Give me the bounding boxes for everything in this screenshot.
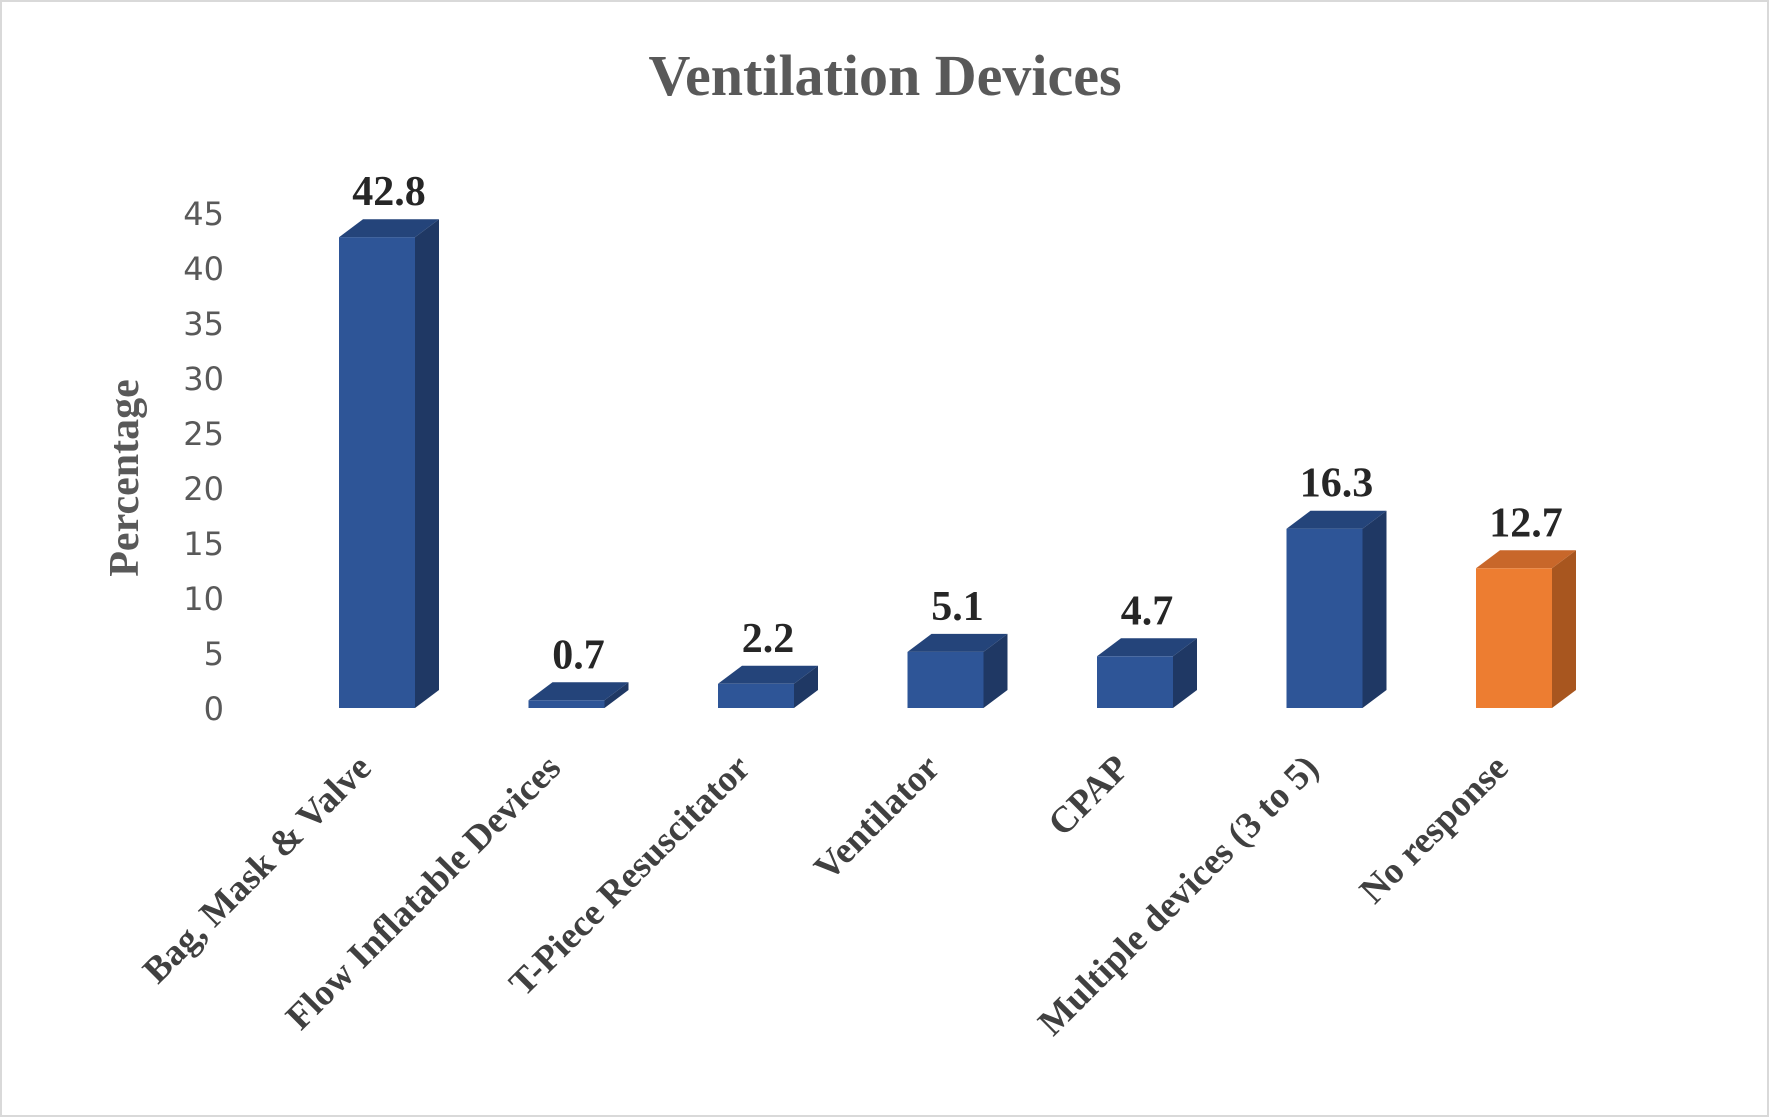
y-axis-ticks: 0 5 10 15 20 25 30 35 40 45 bbox=[183, 195, 224, 728]
bar-top-face bbox=[339, 219, 439, 238]
x-category-label: No response bbox=[1352, 747, 1516, 911]
data-label: 12.7 bbox=[1489, 500, 1563, 546]
bar-front-face bbox=[1286, 528, 1363, 708]
bar bbox=[1476, 550, 1576, 708]
bar-top-face bbox=[528, 682, 629, 701]
bar-top-face bbox=[907, 633, 1008, 652]
bar-side-face bbox=[604, 682, 629, 708]
x-category-label: CPAP bbox=[1041, 747, 1138, 844]
y-axis-label: Percentage bbox=[102, 379, 148, 576]
y-tick-label: 5 bbox=[204, 635, 224, 673]
y-tick-label: 30 bbox=[183, 360, 224, 398]
bar-front-face bbox=[1097, 656, 1173, 708]
y-tick-label: 40 bbox=[183, 250, 224, 288]
bar-side-face bbox=[1173, 638, 1197, 708]
bar bbox=[718, 665, 818, 708]
bar-side-face bbox=[1362, 510, 1387, 708]
bar-side-face bbox=[1552, 550, 1576, 708]
data-label: 5.1 bbox=[931, 584, 984, 630]
y-tick-label: 35 bbox=[183, 305, 224, 343]
bar-top-face bbox=[1286, 510, 1387, 529]
data-labels: 42.8 0.7 2.2 5.1 4.7 16.3 12.7 bbox=[352, 169, 1563, 678]
bar-front-face bbox=[907, 651, 984, 708]
bar-top-face bbox=[1476, 550, 1576, 569]
bar bbox=[1097, 638, 1197, 708]
bar-front-face bbox=[718, 683, 794, 708]
bar-side-face bbox=[983, 633, 1008, 708]
y-tick-label: 0 bbox=[204, 690, 224, 728]
y-tick-label: 10 bbox=[183, 580, 224, 618]
data-label: 0.7 bbox=[552, 632, 605, 678]
bar-top-face bbox=[1097, 638, 1197, 657]
data-label: 2.2 bbox=[742, 616, 795, 662]
chart-title: Ventilation Devices bbox=[648, 43, 1121, 108]
data-label: 42.8 bbox=[352, 169, 426, 215]
bar-front-face bbox=[339, 237, 415, 708]
y-tick-label: 15 bbox=[183, 525, 224, 563]
bars bbox=[339, 219, 1576, 708]
bar-front-face bbox=[528, 700, 605, 708]
y-tick-label: 20 bbox=[183, 470, 224, 508]
bar bbox=[528, 682, 629, 708]
bar-side-face bbox=[415, 219, 439, 708]
bar-top-face bbox=[718, 665, 818, 684]
bar-front-face bbox=[1476, 568, 1552, 708]
y-tick-label: 25 bbox=[183, 415, 224, 453]
bar-side-face bbox=[794, 665, 818, 708]
bar bbox=[339, 219, 439, 708]
x-category-label: Ventilator bbox=[806, 747, 947, 888]
bar bbox=[1286, 510, 1387, 708]
bar bbox=[907, 633, 1008, 708]
data-label: 4.7 bbox=[1121, 588, 1174, 634]
y-tick-label: 45 bbox=[183, 195, 224, 233]
data-label: 16.3 bbox=[1300, 461, 1374, 507]
